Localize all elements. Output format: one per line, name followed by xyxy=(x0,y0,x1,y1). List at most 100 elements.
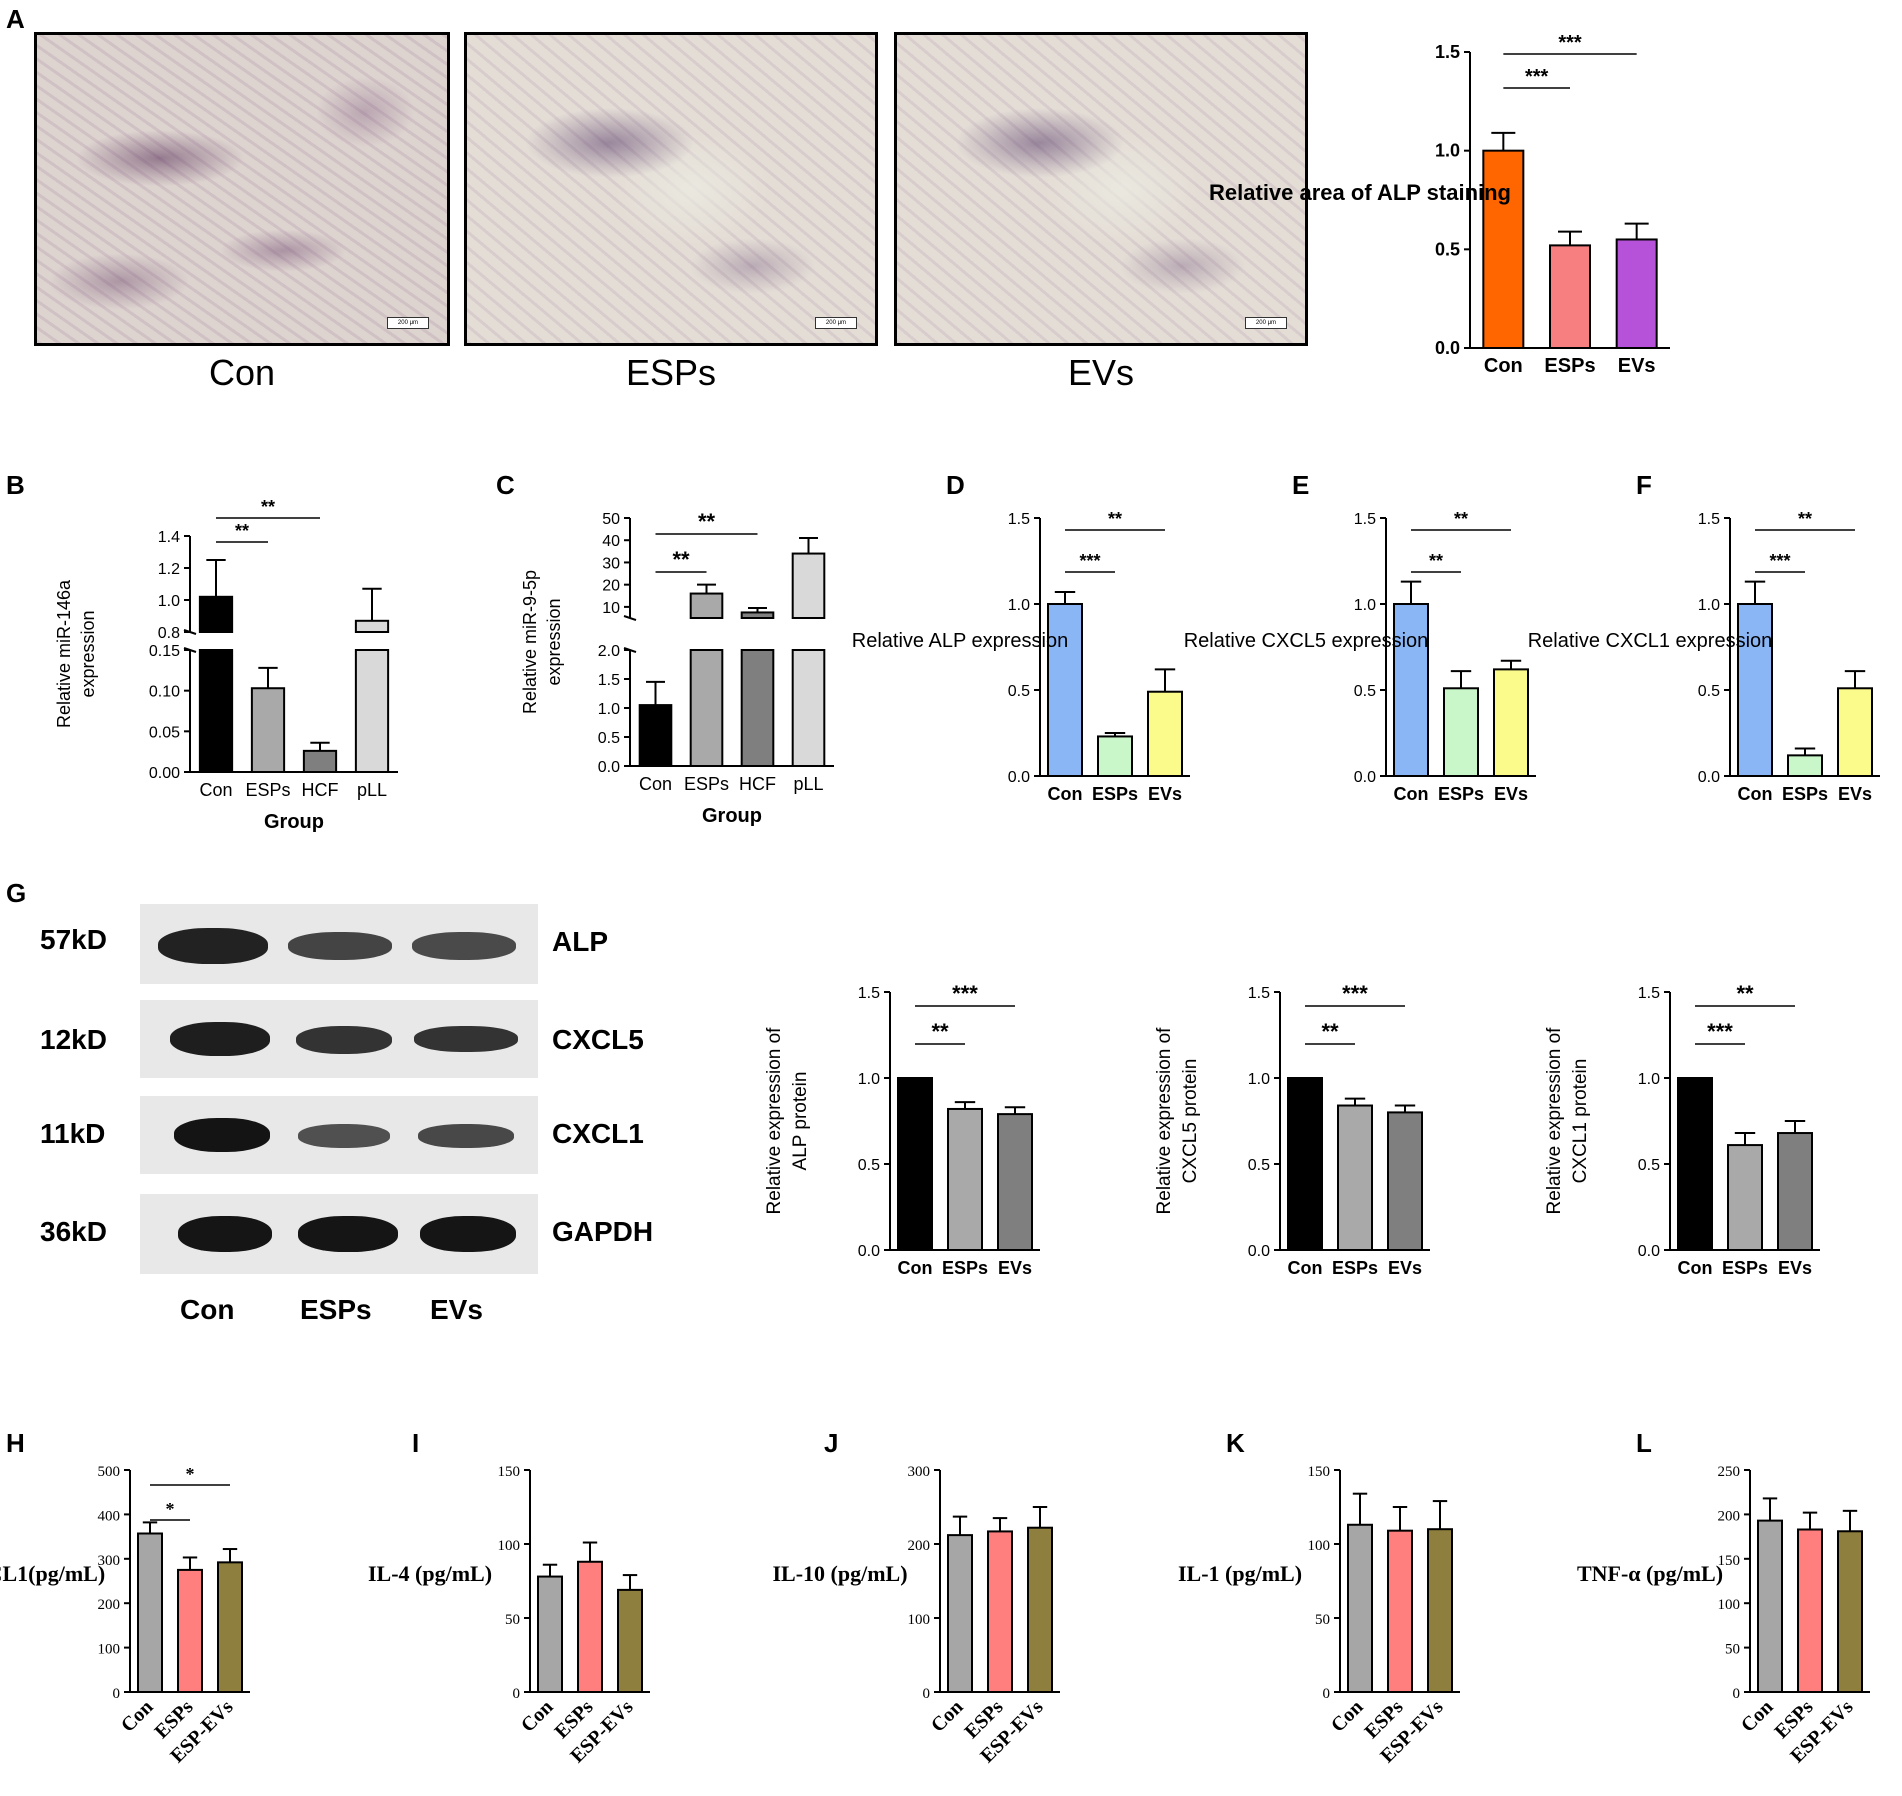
bar xyxy=(1393,603,1429,777)
x-tick-label: EVs xyxy=(1494,784,1528,804)
y-axis-label: Relative expression of xyxy=(1544,1027,1565,1215)
panel-letter-f: F xyxy=(1636,470,1652,500)
y-tick-label: 100 xyxy=(1718,1597,1741,1613)
x-axis-label: Group xyxy=(264,811,324,833)
bar xyxy=(1615,238,1658,349)
x-tick-label: Con xyxy=(898,1258,933,1278)
y-tick-label: 0.5 xyxy=(858,1157,880,1174)
panel-letter-b: B xyxy=(6,470,25,500)
chart-c: 0.0 0.5 1.0 1.5 2.0 10 20 30 40 50 Con ESPs HCF pLL Gr… xyxy=(520,509,834,827)
y-tick-label: 0.0 xyxy=(1435,338,1460,358)
x-tick-label: Con xyxy=(199,780,232,800)
y-tick-label: 20 xyxy=(602,578,620,595)
y-axis-label: Relative miR-146a xyxy=(54,579,74,728)
bar xyxy=(947,1534,973,1694)
y-axis-label: Relative ALP expression xyxy=(852,630,1068,652)
bar xyxy=(1737,603,1773,777)
y-tick-label: 1.0 xyxy=(598,701,620,718)
y-tick-label: 1.5 xyxy=(1698,511,1720,528)
bar xyxy=(354,649,390,773)
x-tick-label: EVs xyxy=(1838,784,1872,804)
x-tick-label: Con xyxy=(1737,1696,1778,1737)
y-tick-label: 0.8 xyxy=(158,625,180,642)
micrograph-evs: 200 μm xyxy=(894,32,1308,346)
bar xyxy=(740,611,775,619)
y-tick-label: 30 xyxy=(602,555,620,572)
significance-label: ** xyxy=(931,1019,949,1044)
y-axis-label: expression xyxy=(78,610,98,697)
band xyxy=(158,928,268,964)
y-axis-label: TNF-α (pg/mL) xyxy=(1577,1561,1723,1586)
x-tick-label: Con xyxy=(1288,1258,1323,1278)
x-tick-label: EVs xyxy=(1778,1258,1812,1278)
y-axis-label: CXCL5 protein xyxy=(1180,1059,1201,1184)
x-tick-label: ESPs xyxy=(1092,784,1138,804)
panel-letter-i: I xyxy=(412,1428,420,1458)
bar xyxy=(689,649,724,767)
y-tick-label: 0.0 xyxy=(1008,769,1030,786)
wb-kd-gapdh: 36kD xyxy=(40,1216,107,1247)
x-tick-label: Con xyxy=(1394,784,1429,804)
bar xyxy=(1047,603,1083,777)
bar xyxy=(1797,1528,1823,1693)
y-tick-label: 0.5 xyxy=(598,730,620,747)
wb-kd-alp: 57kD xyxy=(40,924,107,955)
y-tick-label: 1.2 xyxy=(158,561,180,578)
band xyxy=(418,1124,514,1148)
y-tick-label: 200 xyxy=(1718,1508,1741,1524)
bar xyxy=(1757,1519,1783,1693)
panel-letter-l: L xyxy=(1636,1428,1652,1458)
wb-kd-cxcl1: 11kD xyxy=(40,1118,106,1149)
band xyxy=(420,1216,516,1252)
significance-label: ** xyxy=(1429,551,1443,571)
wb-lane-esps: ESPs xyxy=(300,1294,372,1325)
chart-g-cxcl1: 0.0 0.5 1.0 1.5 Con ESPs EVs Relative expressio… xyxy=(1544,981,1820,1278)
chart-h: 0100200300400500ConESPsESP-EVsCXCL1(pg/m… xyxy=(0,1464,250,1767)
band xyxy=(414,1026,518,1052)
x-tick-label: ESPs xyxy=(1722,1258,1768,1278)
x-tick-label: ESPs xyxy=(1544,355,1595,377)
y-tick-label: 0 xyxy=(113,1686,121,1702)
wb-name-cxcl1: CXCL1 xyxy=(552,1118,644,1149)
y-tick-label: 1.5 xyxy=(1248,985,1270,1002)
bar xyxy=(302,749,338,773)
y-tick-label: 1.0 xyxy=(158,593,180,610)
wb-kd-cxcl5: 12kD xyxy=(40,1024,107,1055)
panel-letter-d: D xyxy=(946,470,965,500)
y-axis-label: Relative CXCL1 expression xyxy=(1528,630,1773,652)
y-tick-label: 0.0 xyxy=(598,759,620,776)
y-tick-label: 1.0 xyxy=(1435,141,1460,161)
wb-name-cxcl5: CXCL5 xyxy=(552,1024,644,1055)
bar xyxy=(1787,754,1823,777)
x-tick-label: EVs xyxy=(1388,1258,1422,1278)
bar xyxy=(1427,1528,1453,1693)
y-tick-label: 0.0 xyxy=(1698,769,1720,786)
wb-lane-con: Con xyxy=(180,1294,235,1325)
x-tick-label: HCF xyxy=(739,774,776,794)
panel-letter-h: H xyxy=(6,1428,25,1458)
bar xyxy=(250,687,286,773)
bar xyxy=(1493,668,1529,777)
x-tick-label: EVs xyxy=(1148,784,1182,804)
significance-label: ** xyxy=(1108,509,1122,529)
bar xyxy=(617,1588,643,1694)
y-axis-label: Relative area of ALP staining xyxy=(1209,180,1511,205)
y-tick-label: 0.5 xyxy=(1638,1157,1660,1174)
y-tick-label: 100 xyxy=(498,1538,521,1554)
bar xyxy=(1387,1529,1413,1694)
significance-label: ** xyxy=(1736,981,1754,1006)
band xyxy=(298,1216,398,1252)
bar xyxy=(897,1077,933,1251)
significance-label: ** xyxy=(261,497,275,517)
y-axis-label: IL-1 (pg/mL) xyxy=(1178,1561,1302,1586)
bar xyxy=(1482,149,1525,349)
wb-lane-evs: EVs xyxy=(430,1294,483,1325)
y-tick-label: 0.5 xyxy=(1435,239,1460,259)
bar xyxy=(577,1560,603,1694)
x-tick-label: Con xyxy=(639,774,672,794)
significance-label: *** xyxy=(1558,32,1582,54)
y-tick-label: 0.0 xyxy=(1638,1243,1660,1260)
y-tick-label: 150 xyxy=(1308,1464,1331,1480)
